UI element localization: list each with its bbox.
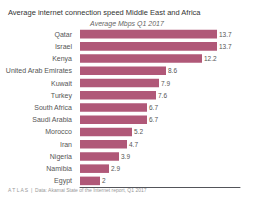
svg-text:5.2: 5.2 bbox=[134, 128, 143, 135]
svg-text:Iran: Iran bbox=[60, 141, 72, 148]
svg-text:Qatar: Qatar bbox=[54, 31, 72, 39]
svg-text:3.9: 3.9 bbox=[121, 153, 130, 160]
svg-text:Average internet connection sp: Average internet connection speed Middle… bbox=[8, 8, 201, 17]
svg-text:Average Mbps Q1 2017: Average Mbps Q1 2017 bbox=[89, 20, 165, 28]
svg-text:Turkey: Turkey bbox=[51, 92, 73, 100]
svg-text:13.7: 13.7 bbox=[219, 43, 232, 50]
svg-text:13.7: 13.7 bbox=[219, 31, 232, 38]
svg-text:8.6: 8.6 bbox=[168, 67, 177, 74]
svg-text:6.7: 6.7 bbox=[149, 116, 158, 123]
svg-text:2.9: 2.9 bbox=[111, 165, 120, 172]
svg-text:7.9: 7.9 bbox=[161, 80, 170, 87]
svg-text:4.7: 4.7 bbox=[129, 141, 138, 148]
svg-text:6.7: 6.7 bbox=[149, 104, 158, 111]
svg-text:Kenya: Kenya bbox=[52, 55, 72, 63]
svg-text:2: 2 bbox=[102, 177, 106, 184]
svg-text:United Arab Emirates: United Arab Emirates bbox=[6, 67, 73, 74]
svg-text:Kuwait: Kuwait bbox=[51, 80, 72, 87]
svg-text:Egypt: Egypt bbox=[54, 177, 72, 185]
svg-text:Israel: Israel bbox=[55, 43, 73, 50]
svg-text:Namibia: Namibia bbox=[46, 165, 72, 172]
svg-text:12.2: 12.2 bbox=[204, 55, 217, 62]
svg-text:Morocco: Morocco bbox=[45, 128, 72, 135]
svg-text:Saudi Arabia: Saudi Arabia bbox=[32, 116, 72, 123]
svg-text:A T L A S | Data: Akamai Sta: A T L A S | Data: Akamai State of the In… bbox=[8, 187, 147, 193]
svg-text:7.6: 7.6 bbox=[158, 92, 167, 99]
svg-text:South Africa: South Africa bbox=[34, 104, 72, 111]
svg-text:Nigeria: Nigeria bbox=[50, 153, 72, 161]
